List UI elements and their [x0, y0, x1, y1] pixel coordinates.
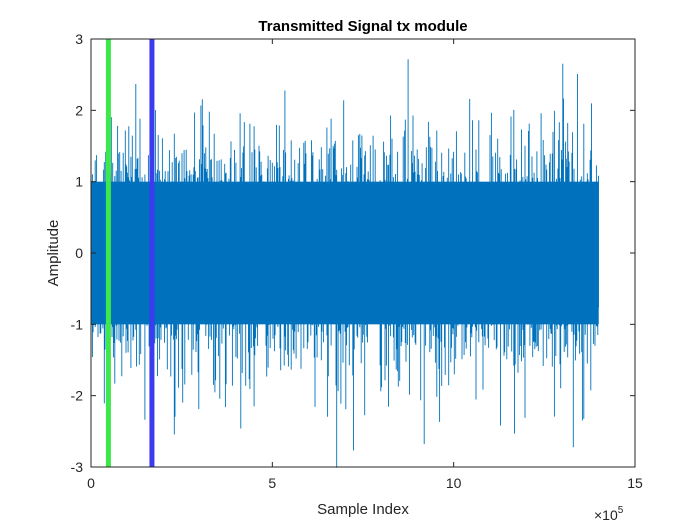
chart-title: Transmitted Signal tx module [258, 18, 467, 35]
axis-ticks: 0 5 10 15 -3 -2 -1 0 1 2 3 [71, 31, 643, 491]
x-axis-exponent: ×105 [594, 505, 624, 523]
x-tick-label: 10 [446, 475, 462, 491]
signal-series [90, 59, 599, 468]
x-tick-label: 15 [627, 475, 643, 491]
y-axis-label: Amplitude [45, 220, 62, 287]
y-tick-label: 3 [75, 31, 83, 47]
y-tick-label: 2 [75, 102, 83, 118]
vertical-markers [105, 39, 155, 467]
y-tick-label: 0 [75, 245, 83, 261]
x-tick-label: 5 [268, 475, 276, 491]
y-tick-label: -2 [71, 388, 84, 404]
x-tick-label: 0 [87, 475, 95, 491]
x-axis-label: Sample Index [317, 501, 409, 518]
y-tick-label: -1 [71, 316, 84, 332]
y-tick-label: -3 [71, 459, 84, 475]
vertical-marker-2 [149, 39, 155, 467]
y-tick-label: 1 [75, 174, 83, 190]
vertical-marker-1 [105, 39, 111, 467]
